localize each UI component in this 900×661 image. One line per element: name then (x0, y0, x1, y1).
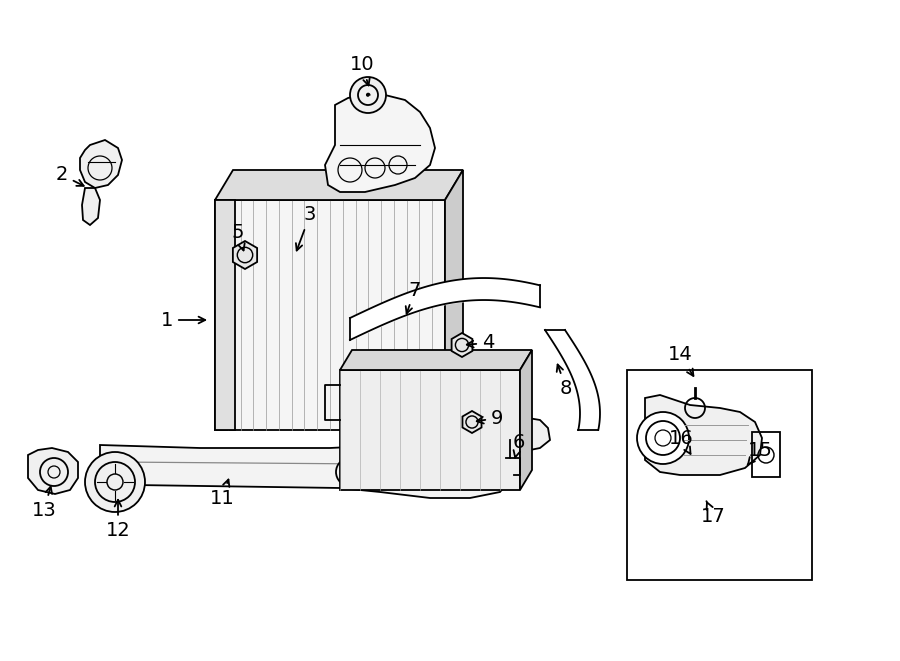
Polygon shape (100, 445, 510, 498)
Polygon shape (463, 411, 482, 433)
Text: 7: 7 (406, 280, 421, 313)
Polygon shape (215, 200, 445, 430)
Text: 2: 2 (56, 165, 84, 186)
Polygon shape (215, 170, 463, 200)
Polygon shape (452, 333, 472, 357)
Polygon shape (340, 350, 532, 370)
Polygon shape (520, 350, 532, 490)
Text: 15: 15 (748, 440, 772, 465)
Polygon shape (445, 170, 463, 430)
Bar (627, 370, 812, 580)
Text: 11: 11 (210, 479, 234, 508)
Circle shape (350, 77, 386, 113)
Text: 14: 14 (668, 346, 693, 376)
Polygon shape (325, 94, 435, 192)
Text: 3: 3 (296, 206, 316, 251)
Text: 16: 16 (669, 428, 693, 454)
Text: 10: 10 (350, 56, 374, 85)
Text: 5: 5 (232, 223, 245, 251)
Polygon shape (215, 200, 235, 430)
Text: 17: 17 (700, 501, 725, 525)
Text: 8: 8 (557, 364, 572, 397)
Text: 1: 1 (161, 311, 205, 329)
Polygon shape (500, 418, 550, 455)
Polygon shape (28, 448, 78, 494)
Polygon shape (233, 241, 257, 269)
Circle shape (637, 412, 689, 464)
Text: 13: 13 (32, 486, 57, 520)
Polygon shape (80, 140, 122, 188)
Bar (752, 432, 780, 477)
Text: 9: 9 (477, 408, 503, 428)
Text: 6: 6 (513, 432, 526, 457)
Polygon shape (645, 395, 762, 475)
Polygon shape (340, 370, 520, 490)
Text: 12: 12 (105, 500, 130, 539)
Polygon shape (82, 188, 100, 225)
Circle shape (85, 452, 145, 512)
Text: 4: 4 (467, 334, 494, 352)
